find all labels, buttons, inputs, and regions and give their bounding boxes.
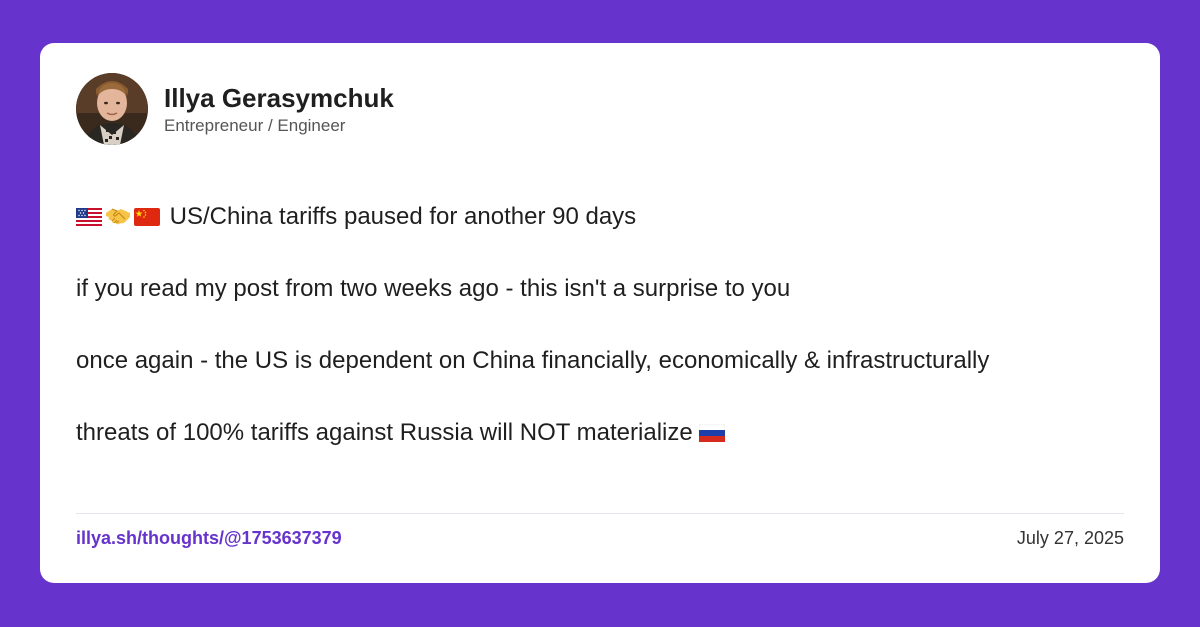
footer-divider (76, 513, 1124, 514)
post-header: Illya Gerasymchuk Entrepreneur / Enginee… (76, 73, 394, 145)
handshake-icon (105, 205, 131, 227)
china-flag-icon (134, 208, 160, 226)
author-info: Illya Gerasymchuk Entrepreneur / Enginee… (164, 82, 394, 137)
post-date: July 27, 2025 (1016, 528, 1124, 548)
avatar-image (76, 73, 148, 145)
us-flag-icon (76, 208, 102, 226)
post-line-4-text: threats of 100% tariffs against Russia w… (76, 419, 693, 446)
post-paragraph-2: if you read my post from two weeks ago -… (76, 271, 1076, 307)
author-name[interactable]: Illya Gerasymchuk (164, 82, 394, 113)
post-footer: illya.sh/thoughts/@1753637379 July 27, 2… (76, 528, 1124, 549)
avatar[interactable] (76, 73, 148, 145)
author-title: Entrepreneur / Engineer (164, 115, 346, 135)
russia-flag-icon (699, 424, 726, 442)
post-permalink[interactable]: illya.sh/thoughts/@1753637379 (76, 528, 342, 548)
post-line-1-text: US/China tariffs paused for another 90 d… (169, 203, 637, 230)
post-body: US/China tariffs paused for another 90 d… (76, 199, 1076, 451)
post-paragraph-3: once again - the US is dependent on Chin… (76, 343, 1076, 379)
post-line-2-text: if you read my post from two weeks ago -… (76, 275, 791, 302)
post-paragraph-4: threats of 100% tariffs against Russia w… (76, 415, 1076, 451)
post-line-3-text: once again - the US is dependent on Chin… (76, 347, 990, 374)
post-paragraph-1: US/China tariffs paused for another 90 d… (76, 199, 1076, 235)
post-card: Illya Gerasymchuk Entrepreneur / Enginee… (40, 43, 1160, 583)
